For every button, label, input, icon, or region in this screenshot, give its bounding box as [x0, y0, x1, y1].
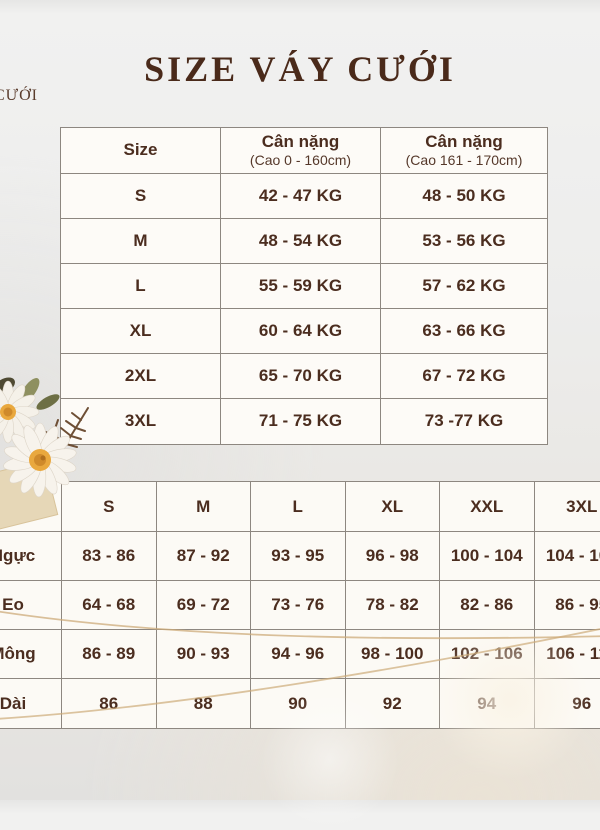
- table-cell: 106 - 110: [535, 630, 600, 679]
- table-cell: 78 - 82: [346, 581, 441, 630]
- table-cell: 2XL: [61, 354, 221, 399]
- table-cell: 87 - 92: [157, 532, 252, 581]
- table-cell: 96: [535, 679, 600, 728]
- table-cell: 88: [157, 679, 252, 728]
- row-label: Ngực: [0, 532, 62, 581]
- header-label: Size: [123, 141, 157, 160]
- weight-table-header-col1: Cân nặng (Cao 0 - 160cm): [221, 128, 381, 174]
- weight-table-header-col2: Cân nặng (Cao 161 - 170cm): [381, 128, 547, 174]
- table-cell: 83 - 86: [62, 532, 157, 581]
- table-cell: 92: [346, 679, 441, 728]
- header-sublabel: (Cao 161 - 170cm): [406, 153, 523, 168]
- measurement-table: S M L XL XXL 3XL Ngực 83 - 86 87 - 92 93…: [0, 481, 600, 729]
- page-title: SIZE VÁY CƯỚI: [0, 48, 600, 90]
- table-cell: 90 - 93: [157, 630, 252, 679]
- table-header-cell: [0, 482, 62, 532]
- table-cell: S: [61, 174, 221, 219]
- table-cell: 104 - 108: [535, 532, 600, 581]
- table-cell: 48 - 54 KG: [221, 219, 381, 264]
- row-label: Dài: [0, 679, 62, 728]
- leaf-icon: [17, 375, 43, 405]
- table-cell: 63 - 66 KG: [381, 309, 547, 354]
- header-sublabel: (Cao 0 - 160cm): [250, 153, 351, 168]
- table-cell: 86 - 95: [535, 581, 600, 630]
- table-cell: 73 -77 KG: [381, 399, 547, 444]
- table-cell: 69 - 72: [157, 581, 252, 630]
- table-cell: 86 - 89: [62, 630, 157, 679]
- table-cell: 96 - 98: [346, 532, 441, 581]
- daisy-icon: [0, 381, 39, 443]
- table-cell: M: [61, 219, 221, 264]
- leaf-icon: [0, 374, 18, 398]
- table-header-cell: M: [157, 482, 252, 532]
- weight-table-header-size: Size: [61, 128, 221, 174]
- table-cell: 60 - 64 KG: [221, 309, 381, 354]
- table-cell: 90: [251, 679, 346, 728]
- table-header-cell: L: [251, 482, 346, 532]
- table-cell: 102 - 106: [440, 630, 535, 679]
- row-label: Eo: [0, 581, 62, 630]
- table-header-cell: S: [62, 482, 157, 532]
- table-cell: 86: [62, 679, 157, 728]
- table-cell: 67 - 72 KG: [381, 354, 547, 399]
- table-cell: 53 - 56 KG: [381, 219, 547, 264]
- table-cell: 55 - 59 KG: [221, 264, 381, 309]
- row-label: Mông: [0, 630, 62, 679]
- table-cell: 42 - 47 KG: [221, 174, 381, 219]
- weight-table: Size Cân nặng (Cao 0 - 160cm) Cân nặng (…: [60, 127, 548, 445]
- table-cell: 64 - 68: [62, 581, 157, 630]
- table-cell: 100 - 104: [440, 532, 535, 581]
- table-cell: 57 - 62 KG: [381, 264, 547, 309]
- table-cell: 82 - 86: [440, 581, 535, 630]
- table-cell: 93 - 95: [251, 532, 346, 581]
- table-cell: 71 - 75 KG: [221, 399, 381, 444]
- table-cell: 98 - 100: [346, 630, 441, 679]
- table-cell: L: [61, 264, 221, 309]
- leaf-icon: [34, 391, 62, 413]
- table-cell: 48 - 50 KG: [381, 174, 547, 219]
- table-header-cell: XXL: [440, 482, 535, 532]
- table-header-cell: 3XL: [535, 482, 600, 532]
- header-label: Cân nặng: [425, 133, 502, 152]
- header-label: Cân nặng: [262, 133, 339, 152]
- table-cell: 65 - 70 KG: [221, 354, 381, 399]
- table-cell: XL: [61, 309, 221, 354]
- table-cell: 94 - 96: [251, 630, 346, 679]
- table-cell: 94: [440, 679, 535, 728]
- table-header-cell: XL: [346, 482, 441, 532]
- table-cell: 73 - 76: [251, 581, 346, 630]
- table-cell: 3XL: [61, 399, 221, 444]
